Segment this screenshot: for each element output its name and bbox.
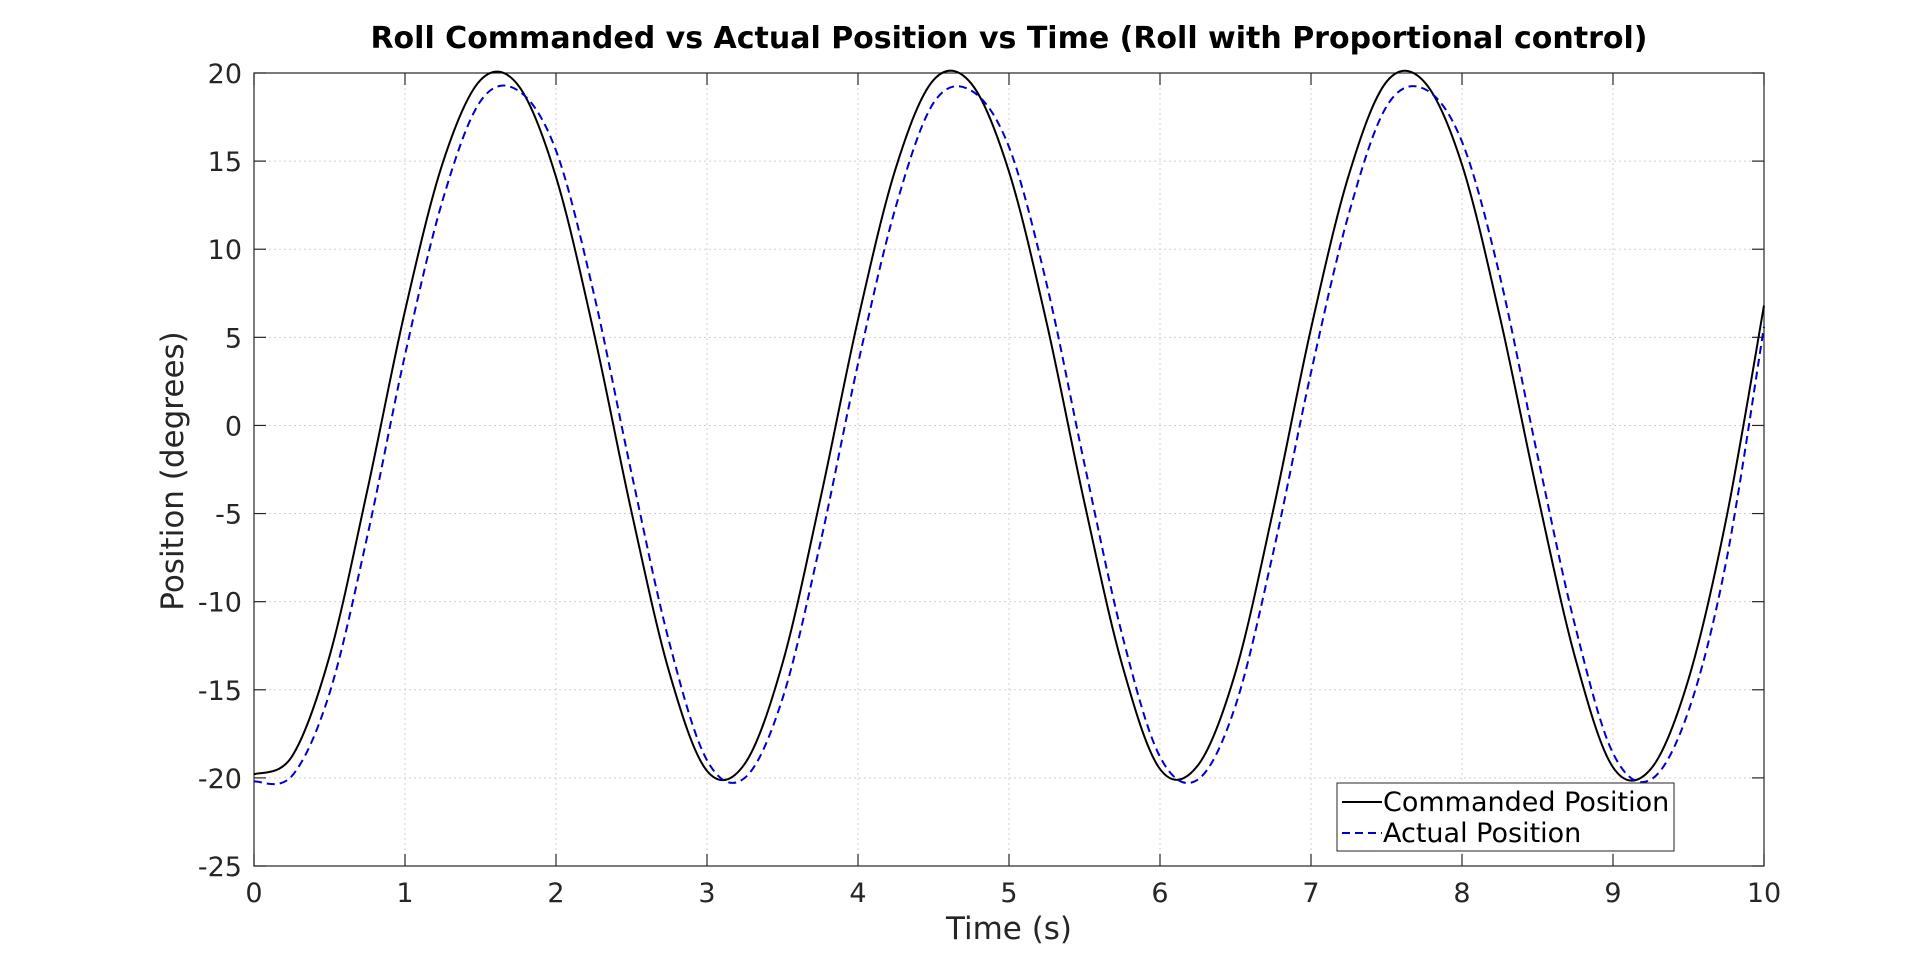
x-tick-label: 1 xyxy=(396,878,413,909)
x-tick-label: 0 xyxy=(245,878,262,909)
y-tick-label: 5 xyxy=(225,323,242,354)
y-tick-label: 0 xyxy=(225,411,242,442)
y-tick-label: -10 xyxy=(198,588,242,619)
x-tick-label: 2 xyxy=(547,878,564,909)
series-line-actual-position xyxy=(253,84,1765,786)
x-tick-label: 7 xyxy=(1302,878,1319,909)
grid xyxy=(254,73,1764,866)
y-tick-label: 20 xyxy=(208,59,242,90)
series-line-commanded-position xyxy=(253,69,1765,782)
y-tick-labels: -25 -20 -15 -10 -5 0 5 10 15 20 xyxy=(198,59,242,883)
x-tick-label: 5 xyxy=(1000,878,1017,909)
y-tick-label: 15 xyxy=(208,147,242,178)
legend-label: Commanded Position xyxy=(1383,787,1669,818)
y-tick-label: -25 xyxy=(198,852,242,883)
legend-box xyxy=(1336,782,1675,852)
x-axis-label: Time (s) xyxy=(945,911,1072,947)
x-tick-label: 9 xyxy=(1604,878,1621,909)
y-tick-label: 10 xyxy=(208,235,242,266)
x-tick-label: 10 xyxy=(1747,878,1781,909)
x-tick-label: 4 xyxy=(849,878,866,909)
x-tick-label: 6 xyxy=(1151,878,1168,909)
y-tick-label: -15 xyxy=(198,676,242,707)
series xyxy=(253,69,1765,786)
x-tick-labels: 0 1 2 3 4 5 6 7 8 9 10 xyxy=(245,878,1781,909)
x-tick-label: 8 xyxy=(1453,878,1470,909)
chart-title: Roll Commanded vs Actual Position vs Tim… xyxy=(370,21,1647,56)
y-axis-label: Position (degrees) xyxy=(155,331,191,611)
y-tick-label: -20 xyxy=(198,764,242,795)
axes xyxy=(253,72,1765,867)
legend-label: Actual Position xyxy=(1383,818,1581,849)
x-tick-label: 3 xyxy=(698,878,715,909)
y-tick-label: -5 xyxy=(215,500,242,531)
